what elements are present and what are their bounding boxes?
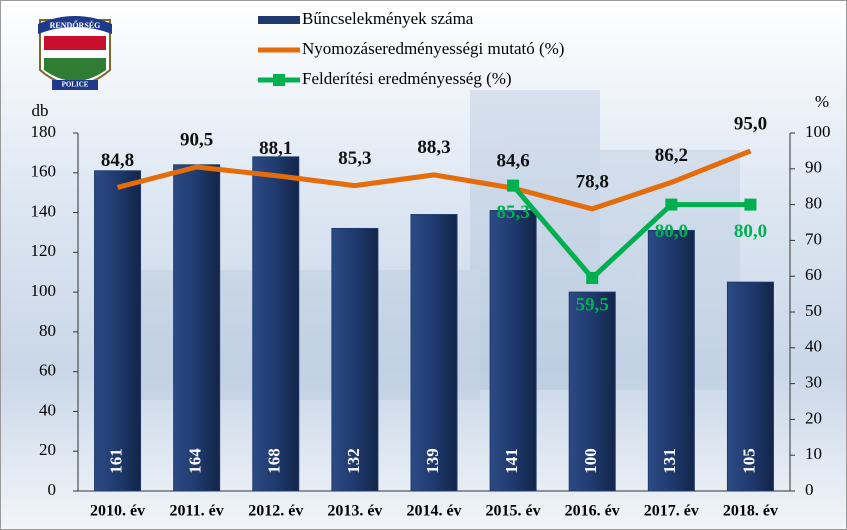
logo-top: RENDŐRSÉG bbox=[50, 20, 101, 30]
y2-axis-label: % bbox=[815, 92, 829, 111]
y-tick-label: 40 bbox=[39, 400, 56, 419]
y-tick-label: 0 bbox=[48, 480, 57, 499]
marker bbox=[744, 198, 757, 211]
bar bbox=[173, 164, 221, 492]
x-tick-label: 2018. év bbox=[723, 503, 778, 520]
bar-value-label: 131 bbox=[660, 448, 679, 474]
y2-tick-label: 30 bbox=[805, 373, 822, 392]
y2-tick-label: 70 bbox=[805, 229, 822, 248]
y2-tick-label: 90 bbox=[805, 158, 822, 177]
legend-marker bbox=[273, 74, 285, 86]
data-label: 88,3 bbox=[417, 137, 450, 158]
bar bbox=[647, 229, 695, 492]
data-label: 90,5 bbox=[180, 129, 213, 150]
y2-tick-label: 50 bbox=[805, 301, 822, 320]
data-label: 84,8 bbox=[101, 150, 134, 171]
data-label: 78,8 bbox=[576, 171, 609, 192]
bar bbox=[252, 156, 300, 492]
data-label: 59,5 bbox=[576, 294, 609, 315]
bar bbox=[568, 291, 616, 492]
y2-tick-label: 40 bbox=[805, 337, 822, 356]
bar bbox=[410, 214, 458, 492]
x-tick-label: 2014. év bbox=[406, 503, 461, 520]
data-label: 95,0 bbox=[734, 113, 767, 134]
y2-tick-label: 60 bbox=[805, 265, 822, 284]
x-tick-label: 2010. év bbox=[90, 503, 145, 520]
y2-tick-label: 20 bbox=[805, 408, 822, 427]
y-axis-label: db bbox=[32, 101, 49, 120]
x-tick-label: 2011. év bbox=[170, 503, 224, 520]
data-label: 85,3 bbox=[496, 202, 529, 223]
legend-swatch bbox=[258, 16, 300, 24]
marker bbox=[507, 179, 520, 192]
data-label: 84,6 bbox=[496, 150, 529, 171]
legend-label: Bűncselekmények száma bbox=[302, 9, 474, 28]
y2-tick-label: 80 bbox=[805, 194, 822, 213]
logo-bottom: POLICE bbox=[62, 81, 89, 89]
data-label: 88,1 bbox=[259, 138, 292, 159]
line bbox=[116, 148, 752, 212]
bar bbox=[726, 281, 774, 492]
bar-value-label: 132 bbox=[344, 448, 363, 474]
bar bbox=[331, 227, 379, 492]
bar bbox=[489, 210, 537, 492]
data-label: 85,3 bbox=[338, 148, 371, 169]
y-tick-label: 160 bbox=[31, 162, 57, 181]
bar-value-label: 139 bbox=[423, 448, 442, 474]
y2-tick-label: 100 bbox=[805, 122, 831, 141]
logo: RENDŐRSÉG POLICE bbox=[38, 16, 112, 90]
data-label: 86,2 bbox=[655, 145, 688, 166]
y-tick-label: 60 bbox=[39, 361, 56, 380]
marker bbox=[586, 271, 599, 284]
x-tick-label: 2017. év bbox=[644, 503, 699, 520]
y-tick-label: 20 bbox=[39, 440, 56, 459]
bar-value-label: 168 bbox=[265, 448, 284, 474]
x-tick-label: 2016. év bbox=[565, 503, 620, 520]
bar bbox=[94, 170, 142, 492]
y-tick-label: 140 bbox=[31, 201, 57, 220]
x-tick-label: 2015. év bbox=[486, 503, 541, 520]
bar-value-label: 164 bbox=[186, 448, 205, 474]
data-label: 80,0 bbox=[734, 221, 767, 242]
y-tick-label: 120 bbox=[31, 241, 57, 260]
y-tick-label: 180 bbox=[31, 122, 57, 141]
legend-label: Nyomozáseredményességi mutató (%) bbox=[302, 39, 564, 58]
bar-value-label: 100 bbox=[581, 448, 600, 474]
line bbox=[511, 183, 751, 281]
y-tick-label: 100 bbox=[31, 281, 57, 300]
y2-tick-label: 0 bbox=[805, 480, 814, 499]
x-tick-label: 2013. év bbox=[327, 503, 382, 520]
bar-value-label: 161 bbox=[106, 448, 125, 474]
bar-value-label: 141 bbox=[502, 448, 521, 474]
bar-value-label: 105 bbox=[739, 448, 758, 474]
data-label: 80,0 bbox=[655, 221, 688, 242]
y2-tick-label: 10 bbox=[805, 444, 822, 463]
legend-label: Felderítési eredményesség (%) bbox=[302, 69, 512, 88]
marker bbox=[665, 198, 678, 211]
y-tick-label: 80 bbox=[39, 321, 56, 340]
x-tick-label: 2012. év bbox=[248, 503, 303, 520]
